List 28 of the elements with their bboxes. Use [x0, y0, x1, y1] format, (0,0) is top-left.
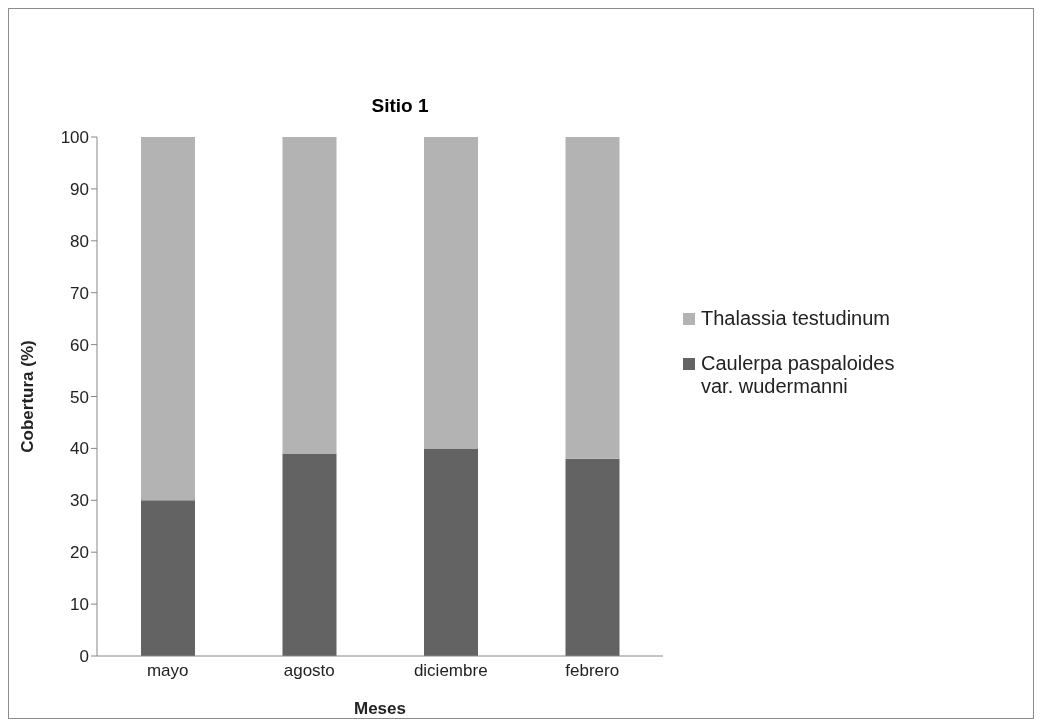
bar	[424, 137, 478, 449]
y-tick-label: 50	[70, 387, 89, 407]
bar	[565, 458, 620, 656]
y-tick-label: 10	[70, 595, 89, 615]
chart-title: Sitio 1	[370, 95, 430, 117]
x-tick-label: mayo	[146, 661, 189, 681]
bar	[424, 448, 478, 656]
y-tick-label: 90	[70, 179, 89, 199]
legend-label: Thalassia testudinum	[701, 307, 890, 330]
bar	[141, 500, 195, 656]
y-tick-label: 70	[70, 283, 89, 303]
bar	[282, 137, 337, 454]
y-tick-label: 40	[70, 439, 89, 459]
bar	[565, 137, 620, 459]
x-tick-label: diciembre	[413, 661, 488, 681]
y-tick-label: 0	[79, 647, 89, 667]
y-tick-label: 20	[70, 543, 89, 563]
y-tick-label: 60	[70, 335, 89, 355]
bar	[141, 137, 195, 501]
x-tick-label: agosto	[283, 661, 335, 681]
y-tick-label: 80	[70, 231, 89, 251]
x-axis-title: Meses	[354, 699, 406, 718]
y-axis-title: Cobertura (%)	[18, 340, 38, 453]
legend-label: Caulerpa paspaloides var. wudermanni	[701, 352, 896, 398]
y-tick-label: 100	[60, 128, 89, 148]
x-tick-label: febrero	[565, 661, 620, 681]
y-tick-label: 30	[70, 491, 89, 511]
bar	[282, 453, 337, 656]
